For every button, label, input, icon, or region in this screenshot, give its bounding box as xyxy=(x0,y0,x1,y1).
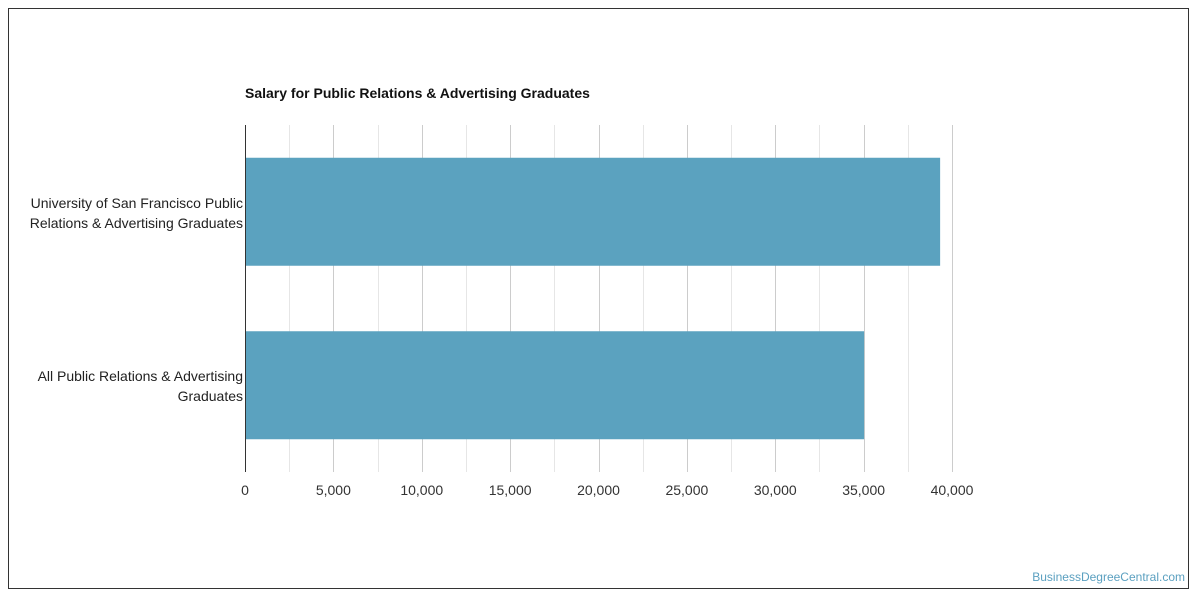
x-tick-label: 5,000 xyxy=(316,482,351,498)
x-tick-label: 25,000 xyxy=(665,482,708,498)
chart-title: Salary for Public Relations & Advertisin… xyxy=(245,85,590,101)
watermark-link[interactable]: BusinessDegreeCentral.com xyxy=(1032,570,1185,584)
category-label-usf: University of San Francisco Public Relat… xyxy=(3,193,243,233)
category-label-line: All Public Relations & Advertising xyxy=(37,368,243,384)
chart-frame xyxy=(8,8,1189,589)
x-tick-label: 30,000 xyxy=(754,482,797,498)
x-tick-label: 15,000 xyxy=(489,482,532,498)
category-label-line: University of San Francisco Public xyxy=(30,195,243,211)
bar-0 xyxy=(245,157,941,266)
x-tick-label: 20,000 xyxy=(577,482,620,498)
bars xyxy=(245,157,941,440)
category-label-line: Graduates xyxy=(177,388,243,404)
x-tick-label: 40,000 xyxy=(931,482,974,498)
x-tick-label: 10,000 xyxy=(400,482,443,498)
bar-1 xyxy=(245,331,865,440)
category-label-all: All Public Relations & Advertising Gradu… xyxy=(3,366,243,406)
x-tick-label: 35,000 xyxy=(842,482,885,498)
x-axis-ticks: 0 5,000 10,000 15,000 20,000 25,000 30,000 35,0… xyxy=(241,482,974,498)
x-tick-label: 0 xyxy=(241,482,249,498)
category-label-line: Relations & Advertising Graduates xyxy=(29,215,243,231)
